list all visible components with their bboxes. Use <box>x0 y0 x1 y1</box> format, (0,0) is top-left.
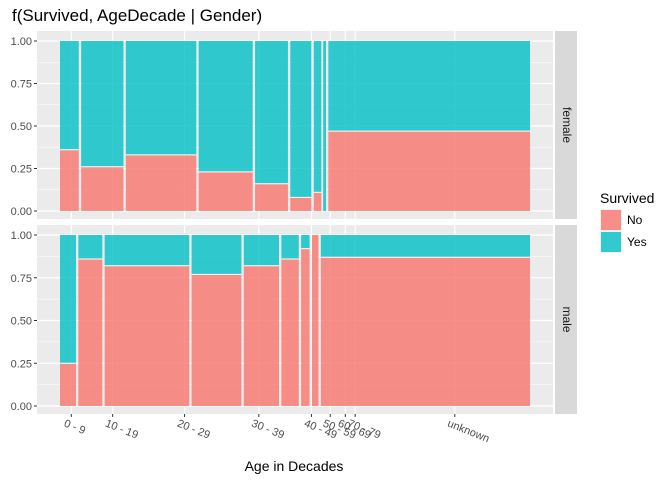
x-tick-label: unknown <box>446 418 491 446</box>
x-tick-label: 0 - 9 <box>62 418 87 437</box>
x-tick-label: 20 - 29 <box>175 418 211 442</box>
y-tick-label: 0.50 <box>11 121 32 133</box>
y-tick-label: 1.00 <box>11 230 32 242</box>
panel-female: 0.00 0.25 0.50 0.75 1.00 female <box>11 31 577 219</box>
bar-segment-no <box>60 363 76 406</box>
bar-segment-yes <box>104 235 190 266</box>
y-tick-label: 0.75 <box>11 79 32 91</box>
bar-segment-yes <box>281 235 299 259</box>
bar-segment-yes <box>323 41 327 211</box>
legend-key-yes <box>601 232 621 252</box>
bar-segment-yes <box>198 41 253 172</box>
panels-layer: 0.000.250.500.751.00female0.000.250.500.… <box>11 31 577 414</box>
legend-label: Yes <box>627 235 647 249</box>
y-tick-label: 0.50 <box>11 316 32 328</box>
bar-female-unknown <box>328 41 530 211</box>
bar-segment-yes <box>78 235 103 259</box>
bar-segment-yes <box>125 41 197 155</box>
bar-segment-no <box>290 197 312 211</box>
y-tick-label: 0.25 <box>11 164 32 176</box>
bar-segment-no <box>78 258 103 406</box>
bar-segment-yes <box>60 41 79 150</box>
bar-segment-no <box>243 265 280 406</box>
legend: Survived No Yes <box>600 190 654 253</box>
panel-male: 0.00 0.25 0.50 0.75 1.00 male <box>11 225 577 414</box>
bar-segment-no <box>301 248 310 406</box>
bar-female-40-49 <box>255 41 288 211</box>
y-tick-label: 0.00 <box>11 206 32 218</box>
bar-segment-yes <box>313 41 322 193</box>
legend-key-no <box>601 210 621 230</box>
bar-segment-no <box>81 166 124 211</box>
y-tick-label: 0.00 <box>11 401 32 413</box>
bar-male-40-49 <box>243 235 280 406</box>
bar-segment-no <box>328 131 530 211</box>
facet-strip-label: male <box>560 306 574 332</box>
legend-title: Survived <box>600 190 654 206</box>
x-tick-label: 10 - 19 <box>104 418 140 442</box>
y-tick-label: 0.75 <box>11 273 32 285</box>
bar-segment-yes <box>81 41 124 167</box>
bar-segment-no <box>104 265 190 406</box>
x-tick-label: 30 - 39 <box>250 418 286 442</box>
bar-male-30-39 <box>191 235 242 406</box>
bar-segment-yes <box>60 235 76 364</box>
bar-male-70-79 <box>311 235 319 406</box>
bar-male-20-29 <box>104 235 190 406</box>
x-axis-label: Age in Decades <box>245 458 344 474</box>
bar-male-10-19 <box>78 235 103 406</box>
bar-segment-yes <box>320 235 530 258</box>
bar-female-50-59 <box>290 41 312 211</box>
bar-male-50-59 <box>281 235 299 406</box>
bar-female-70-79 <box>323 41 327 211</box>
bar-female-20-29 <box>125 41 197 211</box>
bar-male-60-69 <box>301 235 310 406</box>
bar-female-60-69 <box>313 41 322 211</box>
facet-strip <box>555 31 577 219</box>
bar-segment-yes <box>255 41 288 184</box>
bar-female-30-39 <box>198 41 253 211</box>
bar-segment-no <box>198 171 253 211</box>
bar-segment-yes <box>301 235 310 249</box>
bar-segment-yes <box>243 235 280 266</box>
bar-segment-yes <box>290 41 312 198</box>
bar-male-unknown <box>320 235 530 406</box>
bar-segment-no <box>311 235 319 406</box>
bar-female-10-19 <box>81 41 124 211</box>
facet-strip-label: female <box>560 107 574 143</box>
bar-segment-yes <box>191 235 242 275</box>
bar-male-0-9 <box>60 235 76 406</box>
bar-segment-no <box>313 192 322 211</box>
bar-segment-yes <box>328 41 530 132</box>
bar-segment-no <box>191 274 242 406</box>
bar-segment-no <box>255 183 288 211</box>
legend-label: No <box>627 213 643 227</box>
y-tick-label: 0.25 <box>11 358 32 370</box>
bar-female-0-9 <box>60 41 79 211</box>
chart-title: f(Survived, AgeDecade | Gender) <box>12 6 263 25</box>
facet-strip <box>555 225 577 414</box>
bar-segment-no <box>60 149 79 211</box>
bar-segment-no <box>320 257 530 406</box>
bar-segment-no <box>281 258 299 406</box>
y-tick-label: 1.00 <box>11 36 32 48</box>
bar-segment-no <box>125 154 197 211</box>
